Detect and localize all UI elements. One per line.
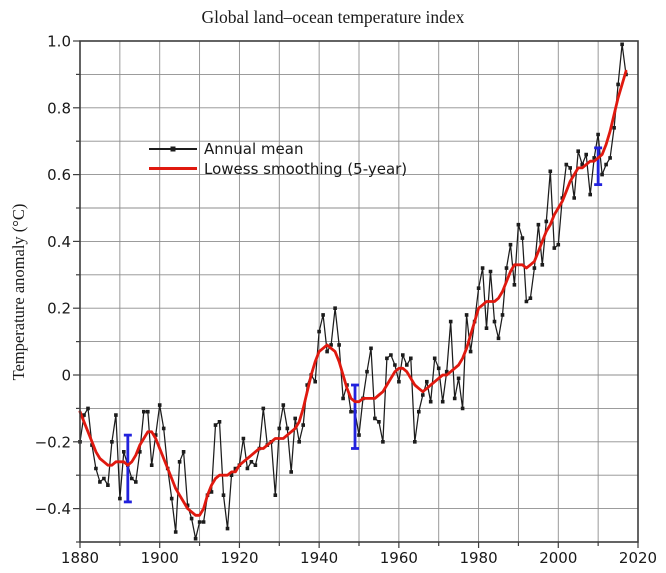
- legend-item-annual-mean: Annual mean: [149, 139, 407, 158]
- svg-text:2020: 2020: [619, 549, 657, 567]
- lowess-line-swatch: [149, 167, 197, 170]
- svg-text:1920: 1920: [220, 549, 258, 567]
- svg-text:1880: 1880: [61, 549, 99, 567]
- square-marker-icon: [170, 146, 176, 151]
- legend: Annual mean Lowess smoothing (5-year): [149, 139, 407, 178]
- svg-text:0.4: 0.4: [47, 233, 71, 251]
- svg-text:0: 0: [61, 367, 71, 385]
- svg-text:1960: 1960: [380, 549, 418, 567]
- svg-text:1940: 1940: [300, 549, 338, 567]
- svg-text:0.6: 0.6: [47, 166, 71, 184]
- gridlines: [80, 41, 638, 542]
- legend-label-annual-mean: Annual mean: [204, 139, 304, 158]
- tick-marks: [73, 40, 639, 548]
- svg-text:−0.4: −0.4: [35, 500, 71, 518]
- svg-text:−0.2: −0.2: [35, 433, 71, 451]
- svg-text:1980: 1980: [459, 549, 497, 567]
- y-tick-labels: 1.0 0.8 0.6 0.4 0.2 0 −0.2 −0.4: [35, 33, 71, 519]
- svg-text:0.2: 0.2: [47, 300, 71, 318]
- svg-text:1900: 1900: [141, 549, 179, 567]
- x-tick-labels: 1880 1900 1920 1940 1960 1980 2000 2020: [61, 549, 657, 567]
- annual-mean-line-swatch: [149, 146, 197, 151]
- legend-item-lowess: Lowess smoothing (5-year): [149, 159, 407, 178]
- legend-label-lowess: Lowess smoothing (5-year): [204, 159, 408, 178]
- svg-text:1.0: 1.0: [47, 33, 71, 51]
- annual-mean-markers: [78, 42, 628, 541]
- lowess-line: [78, 69, 628, 517]
- svg-text:0.8: 0.8: [47, 99, 71, 117]
- annual-mean-series: [78, 42, 628, 541]
- svg-text:2000: 2000: [539, 549, 577, 567]
- chart-title: Global land–ocean temperature index: [201, 7, 465, 27]
- uncertainty-bars: [123, 146, 603, 504]
